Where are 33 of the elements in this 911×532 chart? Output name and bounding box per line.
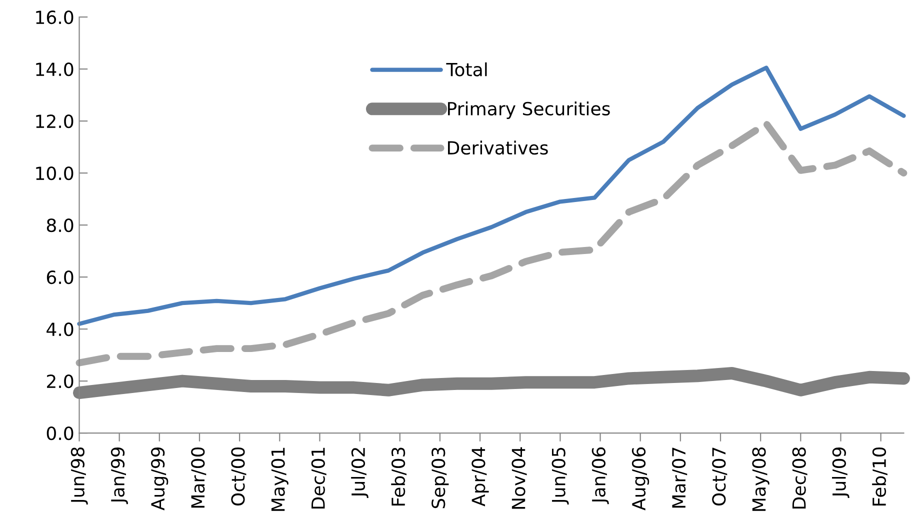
y-tick-label: 10.0 <box>36 166 74 180</box>
x-tick-label: May/08 <box>752 447 770 511</box>
y-tick-label: 12.0 <box>36 114 74 128</box>
legend-label: Derivatives <box>448 140 548 155</box>
x-tick-label: Mar/00 <box>191 447 206 508</box>
x-tick-label: Feb/10 <box>872 447 888 506</box>
x-tick-label: Aug/99 <box>150 448 168 510</box>
y-tick-label: 8.0 <box>46 218 74 232</box>
x-tick-label: Sep/03 <box>432 448 449 508</box>
legend-label: Primary Securities <box>448 102 610 120</box>
x-tick-label: Dec/01 <box>311 448 326 508</box>
x-tick-label: Mar/07 <box>672 448 688 508</box>
x-tick-label: Feb/03 <box>391 448 407 506</box>
x-tick-label: May/01 <box>271 448 288 511</box>
x-tick-label: Jun/98 <box>70 447 88 504</box>
x-tick-label: Dec/08 <box>792 447 808 508</box>
legend-label: Total <box>446 62 487 76</box>
x-tick-label: Oct/07 <box>712 448 728 506</box>
y-tick-label: 2.0 <box>47 374 74 388</box>
x-tick-label: Jan/99 <box>110 448 128 504</box>
x-tick-label: Jul/02 <box>351 448 368 498</box>
y-tick-label: 6.0 <box>46 270 74 284</box>
x-tick-label: Oct/00 <box>231 447 246 506</box>
y-tick-label: 4.0 <box>46 322 74 336</box>
x-tick-label: Jul/09 <box>832 448 850 498</box>
x-tick-label: Jan/06 <box>592 447 609 504</box>
x-tick-label: Jun/05 <box>552 448 569 504</box>
y-tick-label: 16.0 <box>36 10 74 24</box>
x-tick-label: Aug/06 <box>632 447 650 510</box>
x-tick-label: Nov/04 <box>512 447 527 509</box>
y-tick-label: 14.0 <box>36 62 74 76</box>
y-tick-label: 0.0 <box>46 426 74 440</box>
x-tick-label: Apr/04 <box>472 447 489 506</box>
